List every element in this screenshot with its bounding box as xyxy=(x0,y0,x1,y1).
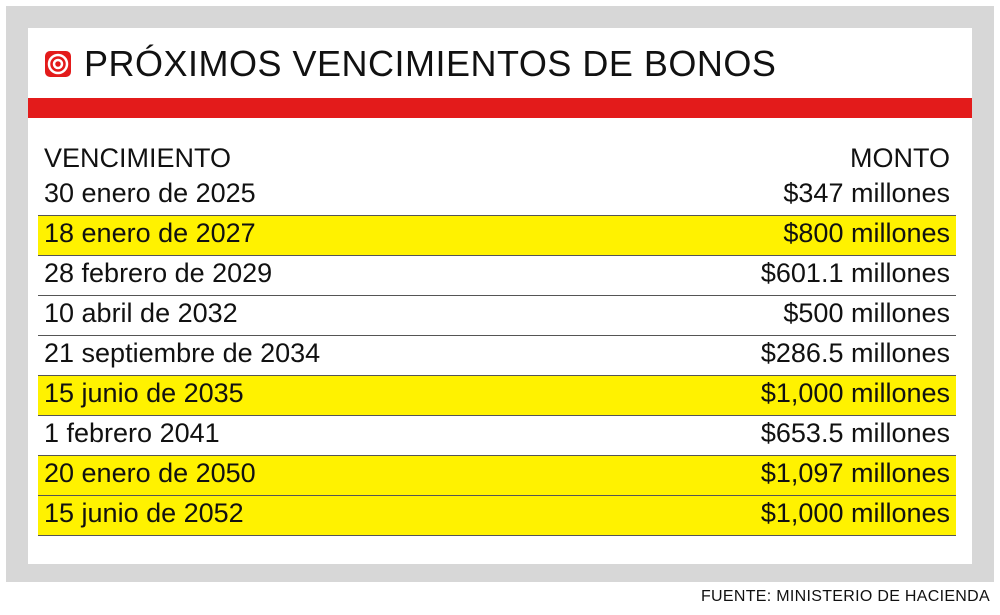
amount-cell: $347 millones xyxy=(783,178,950,208)
column-header-vencimiento: VENCIMIENTO xyxy=(44,143,232,173)
amount-cell: $286.5 millones xyxy=(760,338,950,368)
table-header-row: VENCIMIENTO MONTO xyxy=(38,136,956,176)
table-row: 20 enero de 2050 $1,097 millones xyxy=(38,456,956,496)
table-row: 18 enero de 2027 $800 millones xyxy=(38,216,956,256)
amount-cell: $1,000 millones xyxy=(760,378,950,408)
maturity-date-cell: 20 enero de 2050 xyxy=(44,458,256,488)
table-row: 15 junio de 2052 $1,000 millones xyxy=(38,496,956,536)
column-header-monto: MONTO xyxy=(850,143,950,173)
source-note: FUENTE: MINISTERIO DE HACIENDA xyxy=(700,588,990,605)
infographic-card: PRÓXIMOS VENCIMIENTOS DE BONOS VENCIMIEN… xyxy=(28,28,972,564)
table-body: 30 enero de 2025 $347 millones 18 enero de… xyxy=(38,176,956,536)
title-underline-bar xyxy=(28,98,972,118)
maturity-date-cell: 30 enero de 2025 xyxy=(44,178,256,208)
amount-cell: $601.1 millones xyxy=(760,258,950,288)
maturity-date-cell: 15 junio de 2052 xyxy=(44,498,244,528)
table-row: 1 febrero 2041 $653.5 millones xyxy=(38,416,956,456)
table-row: 30 enero de 2025 $347 millones xyxy=(38,176,956,216)
amount-cell: $500 millones xyxy=(783,298,950,328)
amount-cell: $1,097 millones xyxy=(760,458,950,488)
amount-cell: $800 millones xyxy=(783,218,950,248)
target-icon xyxy=(44,50,72,78)
maturity-date-cell: 18 enero de 2027 xyxy=(44,218,256,248)
maturity-date-cell: 15 junio de 2035 xyxy=(44,378,244,408)
amount-cell: $1,000 millones xyxy=(760,498,950,528)
maturity-date-cell: 28 febrero de 2029 xyxy=(44,258,273,288)
table-row: 28 febrero de 2029 $601.1 millones xyxy=(38,256,956,296)
table-row: 15 junio de 2035 $1,000 millones xyxy=(38,376,956,416)
amount-cell: $653.5 millones xyxy=(760,418,950,448)
table-row: 21 septiembre de 2034 $286.5 millones xyxy=(38,336,956,376)
maturity-date-cell: 1 febrero 2041 xyxy=(44,418,220,448)
maturity-date-cell: 10 abril de 2032 xyxy=(44,298,238,328)
infographic-frame: PRÓXIMOS VENCIMIENTOS DE BONOS VENCIMIEN… xyxy=(6,6,994,582)
bond-maturity-table: VENCIMIENTO MONTO 30 enero de 2025 $347 m… xyxy=(38,136,956,536)
table-row: 10 abril de 2032 $500 millones xyxy=(38,296,956,336)
title-row: PRÓXIMOS VENCIMIENTOS DE BONOS xyxy=(28,28,972,100)
page-title: PRÓXIMOS VENCIMIENTOS DE BONOS xyxy=(84,43,777,84)
maturity-date-cell: 21 septiembre de 2034 xyxy=(44,338,321,368)
